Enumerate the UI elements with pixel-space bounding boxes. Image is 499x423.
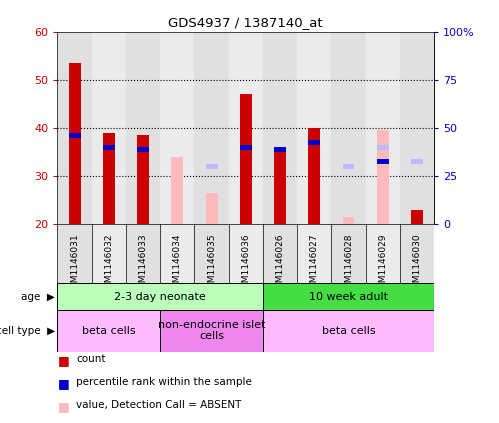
Text: 2-3 day neonate: 2-3 day neonate bbox=[114, 291, 206, 302]
Bar bbox=[411, 210, 423, 224]
Bar bbox=[342, 164, 354, 169]
Text: ■: ■ bbox=[57, 400, 69, 413]
Text: beta cells: beta cells bbox=[322, 326, 375, 335]
Bar bbox=[366, 224, 400, 283]
Bar bbox=[57, 310, 160, 352]
Bar bbox=[57, 32, 92, 224]
Bar bbox=[377, 159, 389, 164]
Bar bbox=[240, 94, 252, 224]
Text: non-endocrine islet
cells: non-endocrine islet cells bbox=[158, 320, 265, 341]
Bar bbox=[126, 224, 160, 283]
Bar bbox=[206, 164, 218, 169]
Text: count: count bbox=[76, 354, 106, 364]
Text: GSM1146032: GSM1146032 bbox=[104, 233, 113, 294]
Bar bbox=[92, 32, 126, 224]
Bar bbox=[103, 145, 115, 150]
Bar bbox=[297, 224, 331, 283]
Bar bbox=[308, 128, 320, 224]
Text: GSM1146033: GSM1146033 bbox=[139, 233, 148, 294]
Text: GSM1146027: GSM1146027 bbox=[310, 233, 319, 294]
Bar bbox=[240, 145, 252, 150]
Bar bbox=[263, 32, 297, 224]
Bar bbox=[411, 159, 423, 164]
Bar bbox=[68, 63, 80, 224]
Bar bbox=[92, 224, 126, 283]
Bar bbox=[263, 310, 434, 352]
Bar bbox=[160, 310, 263, 352]
Bar bbox=[171, 157, 183, 224]
Text: ■: ■ bbox=[57, 354, 69, 367]
Bar bbox=[229, 32, 263, 224]
Bar bbox=[263, 283, 434, 310]
Text: 10 week adult: 10 week adult bbox=[309, 291, 388, 302]
Text: cell type  ▶: cell type ▶ bbox=[0, 326, 55, 335]
Bar bbox=[137, 147, 149, 152]
Bar bbox=[137, 135, 149, 224]
Bar bbox=[331, 32, 366, 224]
Text: age  ▶: age ▶ bbox=[21, 291, 55, 302]
Bar bbox=[377, 145, 389, 150]
Bar bbox=[57, 283, 263, 310]
Bar bbox=[229, 224, 263, 283]
Bar bbox=[103, 133, 115, 224]
Bar bbox=[308, 140, 320, 145]
Text: value, Detection Call = ABSENT: value, Detection Call = ABSENT bbox=[76, 400, 242, 410]
Bar bbox=[366, 32, 400, 224]
Text: GSM1146035: GSM1146035 bbox=[207, 233, 216, 294]
Text: GSM1146030: GSM1146030 bbox=[413, 233, 422, 294]
Bar bbox=[126, 32, 160, 224]
Text: GSM1146034: GSM1146034 bbox=[173, 233, 182, 294]
Bar bbox=[160, 224, 195, 283]
Text: GSM1146036: GSM1146036 bbox=[241, 233, 250, 294]
Text: beta cells: beta cells bbox=[82, 326, 136, 335]
Text: GSM1146029: GSM1146029 bbox=[378, 233, 387, 294]
Bar bbox=[342, 217, 354, 224]
Text: GSM1146031: GSM1146031 bbox=[70, 233, 79, 294]
Text: percentile rank within the sample: percentile rank within the sample bbox=[76, 377, 252, 387]
Bar bbox=[263, 224, 297, 283]
Bar bbox=[195, 32, 229, 224]
Bar bbox=[274, 150, 286, 224]
Bar bbox=[331, 224, 366, 283]
Bar bbox=[195, 224, 229, 283]
Bar bbox=[400, 224, 434, 283]
Text: ■: ■ bbox=[57, 377, 69, 390]
Bar bbox=[68, 133, 80, 137]
Bar bbox=[400, 32, 434, 224]
Text: GSM1146028: GSM1146028 bbox=[344, 233, 353, 294]
Title: GDS4937 / 1387140_at: GDS4937 / 1387140_at bbox=[169, 16, 323, 29]
Bar bbox=[57, 224, 92, 283]
Bar bbox=[206, 193, 218, 224]
Bar bbox=[377, 130, 389, 224]
Text: GSM1146026: GSM1146026 bbox=[275, 233, 284, 294]
Bar bbox=[160, 32, 195, 224]
Bar bbox=[274, 147, 286, 152]
Bar bbox=[297, 32, 331, 224]
